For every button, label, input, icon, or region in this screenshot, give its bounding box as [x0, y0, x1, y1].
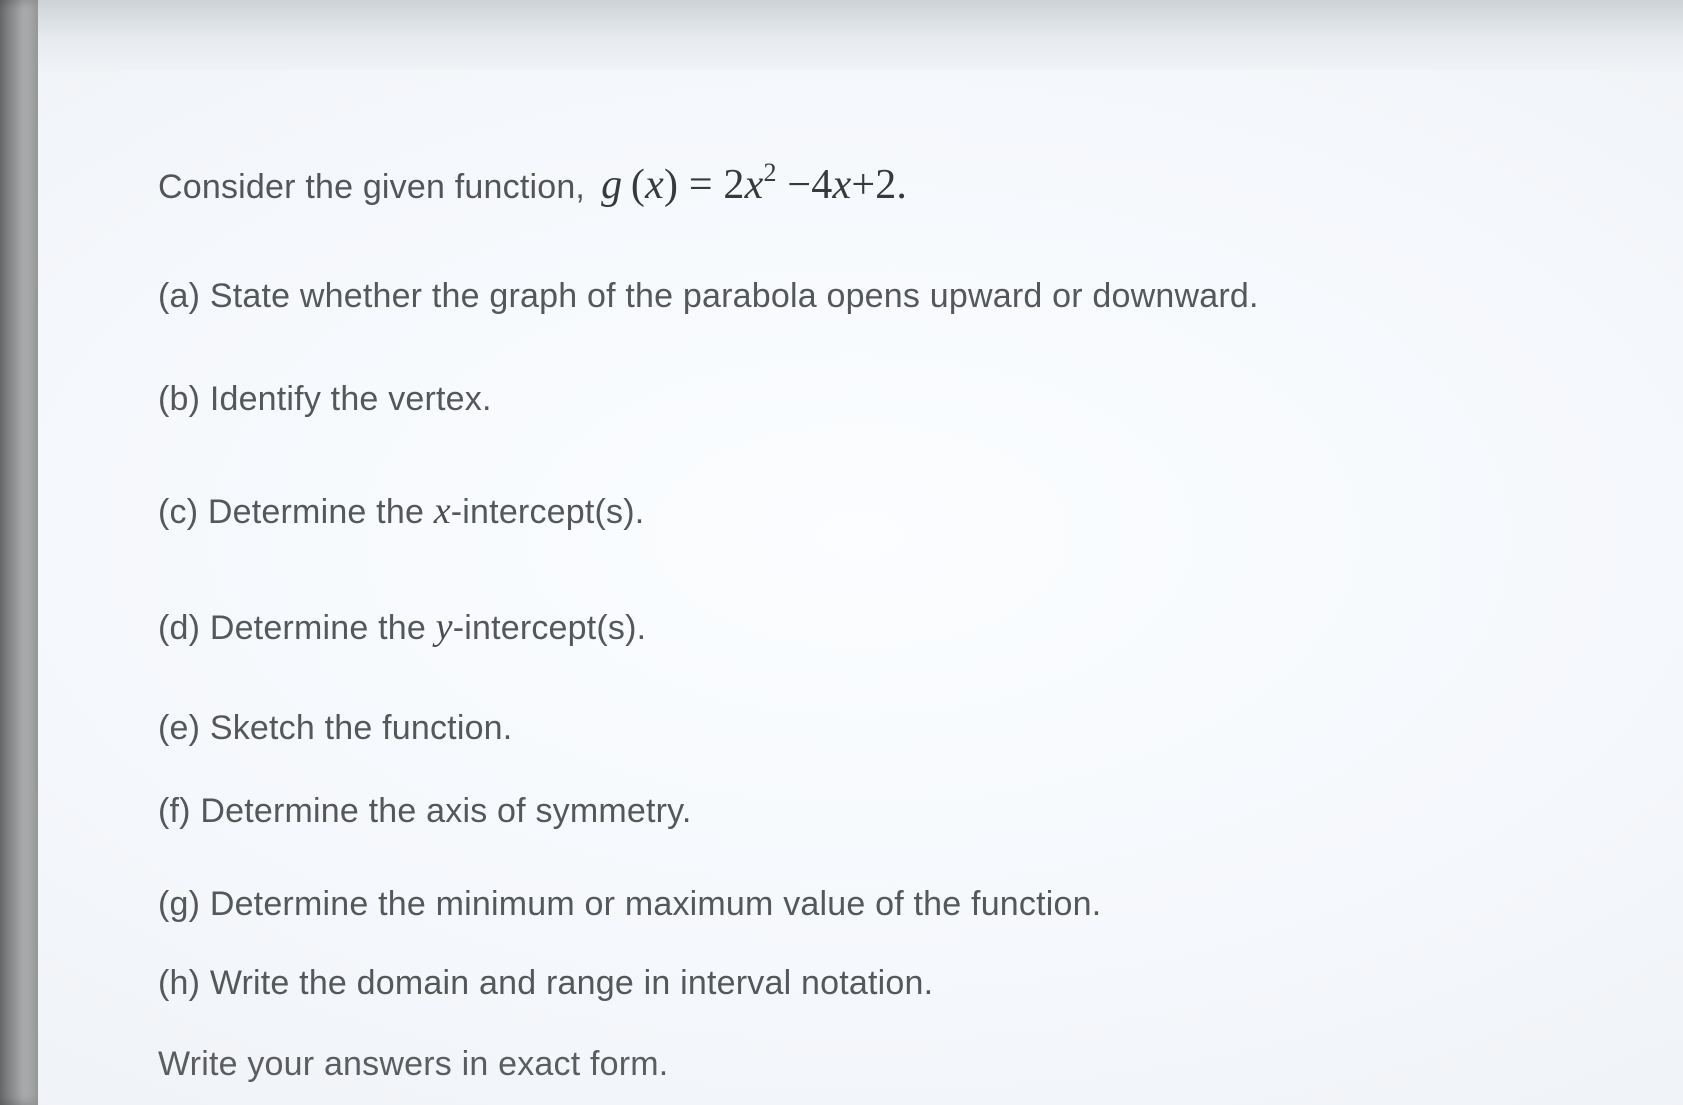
question-item-c: (c) Determine the x-intercept(s). — [158, 489, 1628, 533]
formula-minus: − — [787, 162, 811, 208]
question-label: (h) — [158, 964, 200, 1002]
page-container: Consider the given function, g (x) = 2x2… — [0, 0, 1683, 1105]
question-text: Determine the axis of symmetry. — [200, 792, 691, 830]
question-text: Identify the vertex. — [210, 380, 492, 418]
problem-sheet: Consider the given function, g (x) = 2x2… — [38, 70, 1683, 1105]
formula-x1: x — [832, 162, 851, 208]
formula-period: . — [896, 162, 907, 208]
formula-variable-left: x — [645, 162, 664, 208]
left-shadow-band — [0, 0, 38, 1105]
question-label: (b) — [158, 380, 200, 418]
question-text: State whether the graph of the parabola … — [210, 277, 1259, 315]
question-label: (f) — [158, 792, 191, 830]
question-text-pre: Determine the — [210, 609, 436, 647]
top-gray-band — [38, 0, 1683, 70]
formula-open-paren: ( — [622, 162, 645, 208]
function-formula: g (x) = 2x2 −4x+2. — [601, 160, 907, 209]
formula-coef-a: 2 — [723, 162, 744, 208]
question-text-post: -intercept(s). — [451, 493, 645, 531]
question-label: (c) — [158, 493, 198, 531]
formula-function-name: g — [601, 162, 622, 208]
formula-plus: + — [851, 162, 875, 208]
question-text: Write the domain and range in interval n… — [210, 964, 933, 1002]
question-item-b: (b) Identify the vertex. — [158, 380, 1628, 419]
formula-equals: = — [689, 162, 713, 208]
question-item-f: (f) Determine the axis of symmetry. — [158, 792, 1628, 831]
math-var-x: x — [434, 490, 451, 532]
formula-coef-c: 2 — [875, 162, 896, 208]
formula-close-paren: ) — [664, 162, 678, 208]
question-text-post: -intercept(s). — [453, 609, 647, 647]
question-item-h: (h) Write the domain and range in interv… — [158, 964, 1628, 1003]
question-list: (a) State whether the graph of the parab… — [158, 277, 1628, 1045]
question-item-a: (a) State whether the graph of the parab… — [158, 277, 1628, 316]
footer-instruction: Write your answers in exact form. — [158, 1045, 1628, 1084]
question-item-g: (g) Determine the minimum or maximum val… — [158, 885, 1628, 924]
formula-coef-b: 4 — [811, 162, 832, 208]
formula-x2: x — [745, 162, 764, 208]
question-item-d: (d) Determine the y-intercept(s). — [158, 605, 1628, 649]
question-label: (g) — [158, 885, 200, 923]
problem-intro: Consider the given function, g (x) = 2x2… — [158, 160, 1628, 209]
question-label: (d) — [158, 609, 200, 647]
question-item-e: (e) Sketch the function. — [158, 709, 1628, 748]
question-text: Sketch the function. — [210, 709, 513, 747]
question-label: (e) — [158, 709, 200, 747]
formula-exponent: 2 — [763, 158, 776, 187]
question-label: (a) — [158, 277, 200, 315]
intro-text: Consider the given function, — [158, 168, 585, 207]
question-text: Determine the minimum or maximum value o… — [210, 885, 1102, 923]
question-text-pre: Determine the — [208, 493, 434, 531]
math-var-y: y — [436, 606, 453, 648]
